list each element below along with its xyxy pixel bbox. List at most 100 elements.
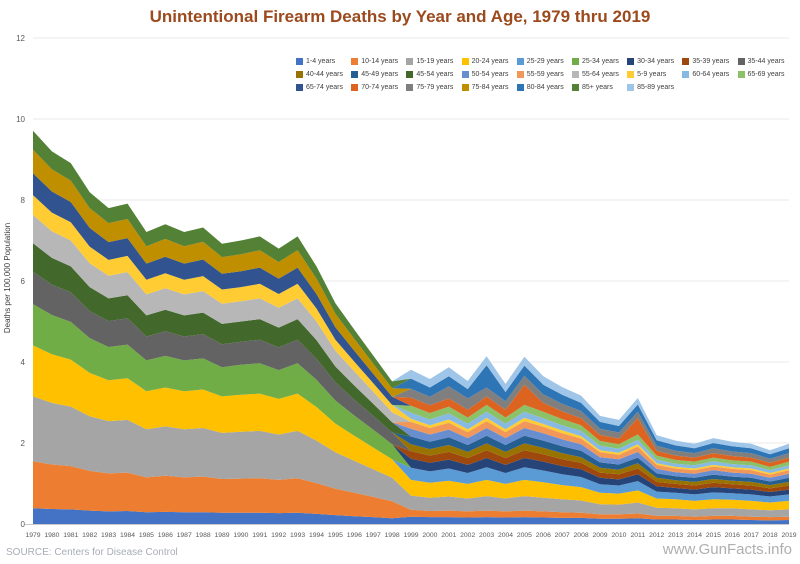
x-tick-label: 2011 (630, 532, 645, 539)
legend-item-80-84-years: 80-84 years (516, 81, 572, 94)
legend-item-65-74-years: 65-74 years (296, 81, 351, 94)
legend: 1-4 years 10-14 years 15-19 years 20-24 yea… (296, 55, 793, 94)
legend-color-swatch (461, 71, 469, 78)
legend-item-45-49-years: 45-49 years (351, 68, 406, 81)
y-tick-label: 2 (21, 439, 26, 448)
x-tick-label: 2013 (668, 532, 683, 539)
x-tick-label: 2000 (422, 532, 437, 539)
legend-label: 20-24 years (471, 58, 509, 65)
x-tick-label: 1997 (366, 532, 381, 539)
x-tick-label: 1987 (177, 532, 192, 539)
x-tick-label: 2002 (460, 532, 475, 539)
area-45-49-years (33, 271, 789, 486)
legend-color-swatch (627, 71, 635, 78)
legend-color-swatch (571, 71, 579, 78)
legend-color-swatch (296, 58, 303, 65)
legend-label: 80-84 years (526, 84, 564, 91)
legend-item-70-74-years: 70-74 years (351, 81, 406, 94)
legend-label: 45-49 years (361, 71, 399, 78)
x-tick-label: 2018 (763, 532, 778, 539)
legend-color-swatch (682, 71, 690, 78)
legend-label: 10-14 years (361, 58, 399, 65)
legend-label: 75-84 years (471, 84, 509, 91)
y-axis-title: Deaths per 100,000 Population (3, 222, 12, 334)
x-tick-label: 1985 (139, 532, 154, 539)
source-note: SOURCE: Centers for Disease Control (6, 547, 178, 558)
x-tick-label: 2005 (517, 532, 532, 539)
x-tick-label: 1993 (290, 532, 305, 539)
x-tick-label: 1998 (385, 532, 400, 539)
legend-color-swatch (682, 58, 690, 65)
legend-color-swatch (737, 71, 745, 78)
x-tick-label: 1981 (63, 532, 78, 539)
x-tick-label: 2006 (536, 532, 551, 539)
legend-label: 60-64 years (692, 71, 730, 78)
x-tick-label: 1986 (158, 532, 173, 539)
legend-color-swatch (351, 58, 359, 65)
area-10-14-years (33, 461, 789, 521)
legend-item-5-9-years: 5-9 years (627, 68, 682, 81)
legend-label: 75-79 years (416, 84, 454, 91)
legend-label: 15-19 years (416, 58, 454, 65)
legend-color-swatch (627, 58, 635, 65)
legend-label: 40-44 years (306, 71, 343, 78)
legend-color-swatch (737, 58, 745, 65)
x-tick-label: 2003 (479, 532, 494, 539)
x-tick-label: 2015 (706, 532, 721, 539)
legend-label: 65-69 years (747, 71, 785, 78)
area-15-19-years (33, 396, 789, 518)
legend-item-20-24-years: 20-24 years (461, 55, 517, 68)
legend-item-75-84-years: 75-84 years (461, 81, 517, 94)
legend-item-25-34-years: 25-34 years (571, 55, 627, 68)
x-tick-label: 2014 (687, 532, 702, 539)
x-tick-label: 2012 (649, 532, 664, 539)
x-tick-label: 1990 (233, 532, 248, 539)
legend-label: 55-64 years (581, 71, 619, 78)
x-tick-label: 2009 (592, 532, 607, 539)
area-50-54-years (33, 243, 789, 482)
legend-color-swatch (461, 58, 469, 65)
x-tick-label: 1980 (44, 532, 59, 539)
x-tick-label: 1979 (25, 532, 40, 539)
legend-item-15-19-years: 15-19 years (406, 55, 461, 68)
y-tick-label: 12 (16, 34, 25, 43)
x-tick-label: 2017 (744, 532, 759, 539)
legend-color-swatch (571, 58, 579, 65)
legend-label: 65-74 years (306, 84, 343, 91)
x-tick-label: 2010 (611, 532, 626, 539)
legend-color-swatch (627, 84, 635, 91)
x-tick-label: 2001 (441, 532, 456, 539)
legend-item-45-54-years: 45-54 years (406, 68, 461, 81)
x-tick-label: 2016 (725, 532, 740, 539)
x-tick-label: 1989 (214, 532, 229, 539)
legend-color-swatch (351, 84, 359, 91)
area-35-39-years (33, 304, 789, 492)
legend-item-85-years: 85+ years (571, 81, 627, 94)
legend-color-swatch (351, 71, 359, 78)
x-tick-label: 1984 (120, 532, 135, 539)
x-tick-label: 1992 (271, 532, 286, 539)
chart-title: Unintentional Firearm Deaths by Year and… (149, 7, 651, 26)
area-1-4-years (33, 508, 789, 524)
legend-label: 45-54 years (416, 71, 454, 78)
y-tick-label: 6 (21, 277, 26, 286)
legend-item-30-34-years: 30-34 years (627, 55, 682, 68)
area-40-44-years (33, 271, 789, 489)
legend-color-swatch (406, 58, 414, 65)
x-tick-label: 1988 (196, 532, 211, 539)
x-tick-label: 1995 (328, 532, 343, 539)
legend-label: 50-54 years (471, 71, 509, 78)
legend-color-swatch (516, 58, 524, 65)
legend-label: 5-9 years (637, 71, 667, 78)
legend-color-swatch (461, 84, 469, 91)
legend-item-10-14-years: 10-14 years (351, 55, 406, 68)
area-20-24-years (33, 345, 789, 511)
legend-label: 25-34 years (581, 58, 619, 65)
legend-label: 70-74 years (361, 84, 399, 91)
legend-label: 35-39 years (692, 58, 730, 65)
x-tick-label: 2008 (574, 532, 589, 539)
legend-color-swatch (516, 84, 524, 91)
legend-label: 85-89 years (637, 84, 675, 91)
legend-color-swatch (296, 84, 303, 91)
legend-item-85-89-years: 85-89 years (627, 81, 682, 94)
